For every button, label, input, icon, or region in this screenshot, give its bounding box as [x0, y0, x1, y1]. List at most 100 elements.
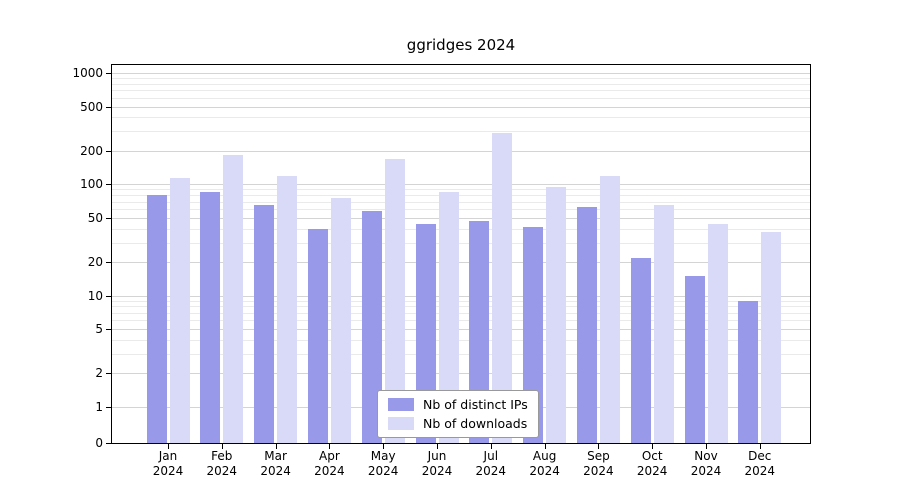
- gridline-minor-600: [112, 97, 810, 99]
- bar-distinct-ips-jun: [415, 224, 436, 443]
- bar-downloads-jan: [169, 177, 190, 443]
- gridline-minor-80: [112, 195, 810, 197]
- gridline-major-20: [112, 262, 810, 264]
- x-axis-tick-apr: [329, 444, 331, 449]
- plot-area: [111, 64, 811, 444]
- x-axis-tick-jun: [437, 444, 438, 449]
- x-axis-tick-jan: [168, 444, 169, 449]
- x-axis-tick-sep: [598, 444, 600, 449]
- gridline-minor-9: [112, 300, 810, 302]
- bar-downloads-mar: [277, 175, 298, 443]
- gridline-minor-30: [112, 242, 810, 244]
- x-axis-label-jan: Jan 2024: [152, 449, 184, 478]
- y-axis-label-20: 20: [87, 255, 103, 270]
- legend-item-distinct-ips: Nb of distinct IPs: [388, 397, 528, 412]
- y-axis-label-500: 500: [80, 99, 103, 114]
- bar-distinct-ips-aug: [523, 227, 544, 443]
- x-axis-label-jun: Jun 2024: [421, 449, 453, 478]
- bar-distinct-ips-apr: [307, 228, 328, 443]
- y-axis-tick-500: [106, 106, 111, 108]
- gridline-major-10: [112, 295, 810, 297]
- y-axis-tick-2: [106, 373, 111, 375]
- x-axis-label-jul: Jul 2024: [475, 449, 507, 478]
- y-axis-tick-20: [106, 262, 111, 264]
- gridline-minor-7: [112, 312, 810, 314]
- y-axis-tick-10: [106, 295, 111, 297]
- gridline-minor-60: [112, 209, 810, 211]
- gridline-minor-3: [112, 353, 810, 355]
- x-axis-tick-dec: [759, 444, 761, 449]
- x-axis-label-apr: Apr 2024: [314, 449, 345, 478]
- gridline-major-5: [112, 329, 810, 331]
- bar-downloads-feb: [223, 154, 244, 443]
- bar-distinct-ips-dec: [738, 300, 759, 443]
- x-axis-tick-aug: [544, 444, 546, 449]
- gridline-major-200: [112, 150, 810, 152]
- bar-downloads-jul: [492, 132, 513, 443]
- gridline-minor-6: [112, 320, 810, 322]
- bar-distinct-ips-sep: [576, 207, 597, 443]
- bar-distinct-ips-jul: [469, 220, 490, 443]
- gridline-major-50: [112, 217, 810, 219]
- gridline-minor-8: [112, 306, 810, 308]
- y-axis-label-2: 2: [95, 366, 103, 381]
- legend-swatch-distinct-ips: [388, 398, 414, 411]
- x-axis-label-sep: Sep 2024: [583, 449, 614, 478]
- bar-downloads-aug: [546, 186, 567, 443]
- legend-swatch-downloads: [388, 417, 414, 430]
- legend-label-distinct-ips: Nb of distinct IPs: [423, 397, 528, 412]
- x-axis-label-mar: Mar 2024: [260, 449, 291, 478]
- legend-item-downloads: Nb of downloads: [388, 416, 528, 431]
- bar-distinct-ips-oct: [630, 257, 651, 443]
- x-axis-tick-feb: [221, 444, 223, 449]
- bar-distinct-ips-mar: [254, 205, 275, 443]
- bar-downloads-may: [384, 158, 405, 443]
- gridline-minor-800: [112, 83, 810, 85]
- gridline-minor-300: [112, 131, 810, 133]
- y-axis-label-1000: 1000: [72, 66, 103, 80]
- y-axis-tick-50: [106, 217, 111, 219]
- y-axis-tick-5: [106, 329, 111, 331]
- y-axis-tick-0: [106, 443, 111, 444]
- y-axis-tick-100: [106, 184, 111, 186]
- y-axis-label-5: 5: [95, 322, 103, 337]
- y-axis-label-10: 10: [87, 288, 103, 303]
- y-axis-tick-200: [106, 150, 111, 152]
- legend-label-downloads: Nb of downloads: [423, 416, 528, 431]
- y-axis-label-200: 200: [80, 143, 103, 158]
- bar-downloads-dec: [761, 232, 782, 443]
- y-axis-tick-1000: [106, 73, 111, 74]
- x-axis-tick-jul: [490, 444, 492, 449]
- x-axis-tick-may: [383, 444, 385, 449]
- chart-title: ggridges 2024: [406, 36, 516, 54]
- bar-downloads-sep: [599, 175, 620, 443]
- gridline-minor-70: [112, 201, 810, 203]
- x-axis-tick-oct: [652, 444, 654, 449]
- gridline-minor-400: [112, 117, 810, 119]
- gridline-minor-90: [112, 189, 810, 191]
- bar-distinct-ips-nov: [684, 276, 705, 443]
- gridline-minor-40: [112, 228, 810, 230]
- x-axis-tick-nov: [706, 444, 707, 449]
- legend: Nb of distinct IPs Nb of downloads: [377, 390, 539, 438]
- bar-downloads-nov: [707, 224, 728, 443]
- x-axis-label-may: May 2024: [367, 449, 399, 478]
- y-axis-label-100: 100: [80, 177, 103, 192]
- y-axis-label-50: 50: [87, 210, 103, 225]
- gridline-major-500: [112, 106, 810, 108]
- bar-distinct-ips-jan: [146, 195, 167, 443]
- gridline-minor-4: [112, 339, 810, 341]
- bar-distinct-ips-may: [361, 210, 382, 443]
- y-axis-tick-1: [106, 407, 111, 408]
- x-axis-tick-mar: [275, 444, 277, 449]
- x-axis-label-oct: Oct 2024: [636, 449, 668, 478]
- bar-downloads-oct: [653, 205, 674, 443]
- y-axis-label-0: 0: [95, 436, 103, 450]
- x-axis-label-aug: Aug 2024: [529, 449, 560, 478]
- gridline-minor-700: [112, 90, 810, 92]
- x-axis-label-dec: Dec 2024: [744, 449, 776, 478]
- x-axis-label-feb: Feb 2024: [206, 449, 238, 478]
- gridline-major-100: [112, 184, 810, 186]
- gridline-major-1000: [112, 73, 810, 74]
